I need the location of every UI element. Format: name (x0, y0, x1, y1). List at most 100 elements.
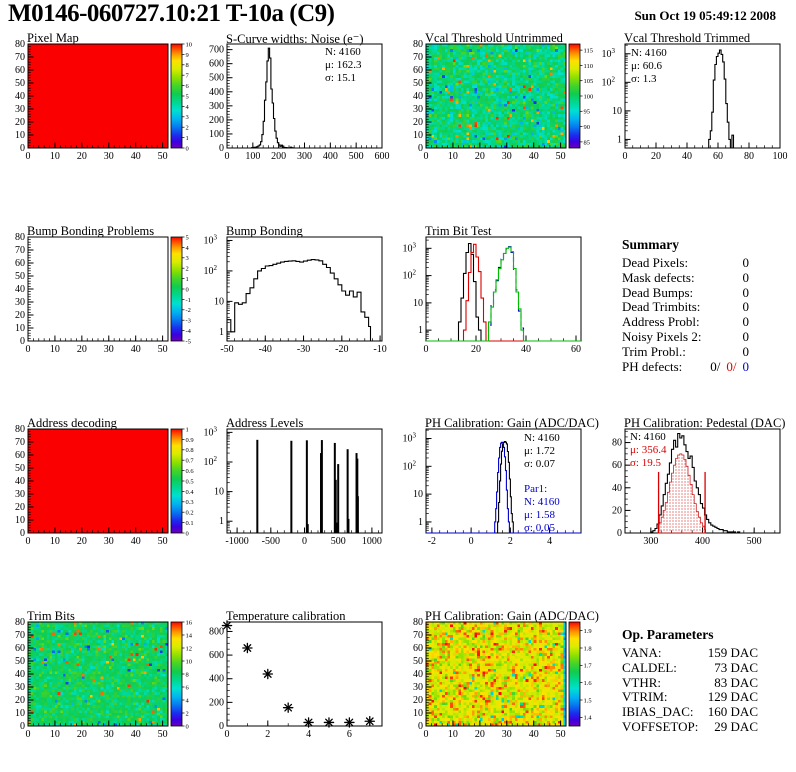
svg-text:50: 50 (15, 78, 25, 89)
summary-label: Dead Bumps: (622, 284, 694, 300)
svg-text:50: 50 (158, 729, 168, 740)
svg-text:2: 2 (186, 710, 189, 717)
svg-text:10: 10 (448, 729, 458, 740)
svg-text:20: 20 (15, 117, 25, 128)
svg-text:50: 50 (413, 656, 423, 667)
svg-text:10: 10 (612, 106, 622, 117)
panel-temperature-calibration: 0 2 4 6 0 200 400 600 800 Temperature calibratio… (199, 608, 398, 772)
svg-text:80: 80 (612, 438, 622, 449)
svg-text:0: 0 (424, 729, 429, 740)
svg-text:20: 20 (475, 729, 485, 740)
svg-text:10: 10 (448, 151, 458, 162)
svg-text:100: 100 (584, 93, 594, 100)
svg-text:10: 10 (186, 41, 193, 48)
op-parameter-label: CALDEL: (622, 659, 677, 675)
svg-text:0: 0 (219, 143, 224, 154)
summary-label: Dead Pixels: (622, 255, 689, 270)
svg-text:50: 50 (556, 729, 566, 740)
panel-trim-bit-test: 0 20 40 60 1 10 102 103 Trim Bit Test (398, 223, 597, 411)
svg-text:30: 30 (104, 536, 114, 547)
svg-text:40: 40 (413, 669, 423, 680)
svg-text:5: 5 (186, 234, 189, 241)
svg-text:20: 20 (612, 505, 622, 516)
svg-text:20: 20 (15, 502, 25, 513)
svg-text:0: 0 (26, 536, 31, 547)
panel-pixel-map: 0 10 20 30 40 50 0 10 20 30 40 50 60 70 80 0 1 2 3 4 5 6 7 8 9 10… (0, 30, 199, 218)
svg-text:50: 50 (158, 536, 168, 547)
address-levels-histogram: -1000 -500 0 500 1000 1 10 102 103 (199, 415, 398, 573)
svg-text:1.4: 1.4 (584, 715, 593, 722)
svg-text:3: 3 (186, 255, 189, 262)
svg-text:10: 10 (413, 708, 423, 719)
svg-text:600: 600 (375, 151, 390, 162)
svg-text:6: 6 (186, 83, 190, 90)
svg-text:0: 0 (418, 721, 423, 732)
svg-text:0: 0 (418, 143, 423, 154)
svg-text:σ: 15.1: σ: 15.1 (325, 72, 356, 84)
svg-text:30: 30 (104, 729, 114, 740)
bump-bonding-svg: -50 -40 -30 -20 -10 1 10 102 103 (204, 233, 387, 355)
vcal-untrimmed-heatmap: 0 10 20 30 40 50 0 10 20 30 40 50 60 70 80 85 90 95 100 105… (398, 30, 597, 188)
svg-text:1: 1 (418, 517, 423, 528)
svg-text:μ: 356.4: μ: 356.4 (630, 444, 667, 456)
svg-text:60: 60 (571, 344, 581, 355)
svg-text:0.5: 0.5 (186, 478, 194, 485)
summary-value: 0 (742, 269, 750, 285)
svg-text:20: 20 (471, 344, 481, 355)
svg-text:-20: -20 (335, 344, 348, 355)
svg-text:0: 0 (186, 286, 189, 293)
address-decoding-pixels (28, 429, 168, 533)
svg-text:60: 60 (15, 258, 25, 269)
bump-bonding-problems-svg: 0 10 20 30 40 5001020304050607080-5-4-3-2-101… (15, 232, 192, 355)
svg-text:μ: 1.58: μ: 1.58 (524, 509, 555, 521)
svg-text:0: 0 (26, 344, 31, 355)
op-parameter-value: 29 DAC (714, 718, 758, 734)
summary-row: Trim Probl.: 0 (622, 343, 750, 360)
svg-text:7: 7 (186, 73, 190, 80)
svg-text:70: 70 (15, 52, 25, 63)
pixel-map-heatmap: 0 10 20 30 40 50 0 10 20 30 40 50 60 70 80 0 1 2 3 4 5 6 7 8 9 10 (0, 30, 199, 188)
svg-text:60: 60 (713, 151, 723, 162)
svg-text:1: 1 (186, 426, 189, 433)
svg-text:10: 10 (50, 151, 60, 162)
svg-text:9: 9 (186, 52, 189, 59)
svg-text:1: 1 (617, 134, 622, 145)
summary-label: PH defects: (622, 358, 683, 374)
svg-text:20: 20 (77, 536, 87, 547)
summary-row: Address Probl: 0 (622, 314, 749, 330)
summary-value: 0 (742, 343, 750, 359)
summary-row: Dead Trimbits: 0 (622, 300, 749, 315)
svg-text:80: 80 (15, 617, 25, 628)
summary-label: Trim Probl.: (622, 343, 686, 359)
svg-text:0: 0 (219, 721, 224, 732)
panel-bump-bonding: -50 -40 -30 -20 -10 1 10 102 103 Bump Bonding (199, 223, 398, 411)
svg-text:95: 95 (584, 109, 591, 116)
svg-text:103: 103 (204, 425, 218, 438)
svg-text:0.9: 0.9 (186, 437, 194, 444)
svg-text:50: 50 (15, 271, 25, 282)
summary-label: Noisy Pixels 2: (622, 328, 702, 344)
svg-text:30: 30 (15, 682, 25, 693)
trim-bit-test-histogram: 0 20 40 60 1 10 102 103 (398, 223, 597, 381)
trim-bit-test-svg: 0 20 40 60 1 10 102 103 (403, 236, 582, 355)
bump-bonding-histogram: -50 -40 -30 -20 -10 1 10 102 103 (199, 223, 398, 381)
svg-text:μ: 1.72: μ: 1.72 (524, 445, 555, 457)
panel-title: Address decoding (27, 416, 117, 430)
panel-title: Temperature calibration (226, 609, 346, 623)
svg-text:10: 10 (50, 729, 60, 740)
svg-text:10: 10 (15, 708, 25, 719)
svg-text:1000: 1000 (362, 536, 382, 547)
op-parameters-block: Op. Parameters VANA: 159 DAC CALDEL: 73 DA… (622, 627, 758, 735)
bump-bonding-problems-map: 0 10 20 30 40 50 0 10 20 30 40 50 60 70 80 -5 -4 -3 -2 -1 0 1… (0, 223, 199, 381)
svg-text:σ: 0.07: σ: 0.07 (524, 458, 555, 470)
svg-text:N: 4160: N: 4160 (325, 46, 361, 58)
svg-text:80: 80 (15, 232, 25, 243)
summary-row-ph-defects: PH defects: 0/0/0 (622, 358, 749, 375)
svg-text:0: 0 (424, 151, 429, 162)
summary-row: Noisy Pixels 2: 0 (622, 328, 749, 345)
svg-text:0.7: 0.7 (186, 458, 195, 465)
svg-text:-1000: -1000 (225, 536, 248, 547)
svg-text:40: 40 (131, 344, 141, 355)
svg-text:200: 200 (271, 151, 286, 162)
